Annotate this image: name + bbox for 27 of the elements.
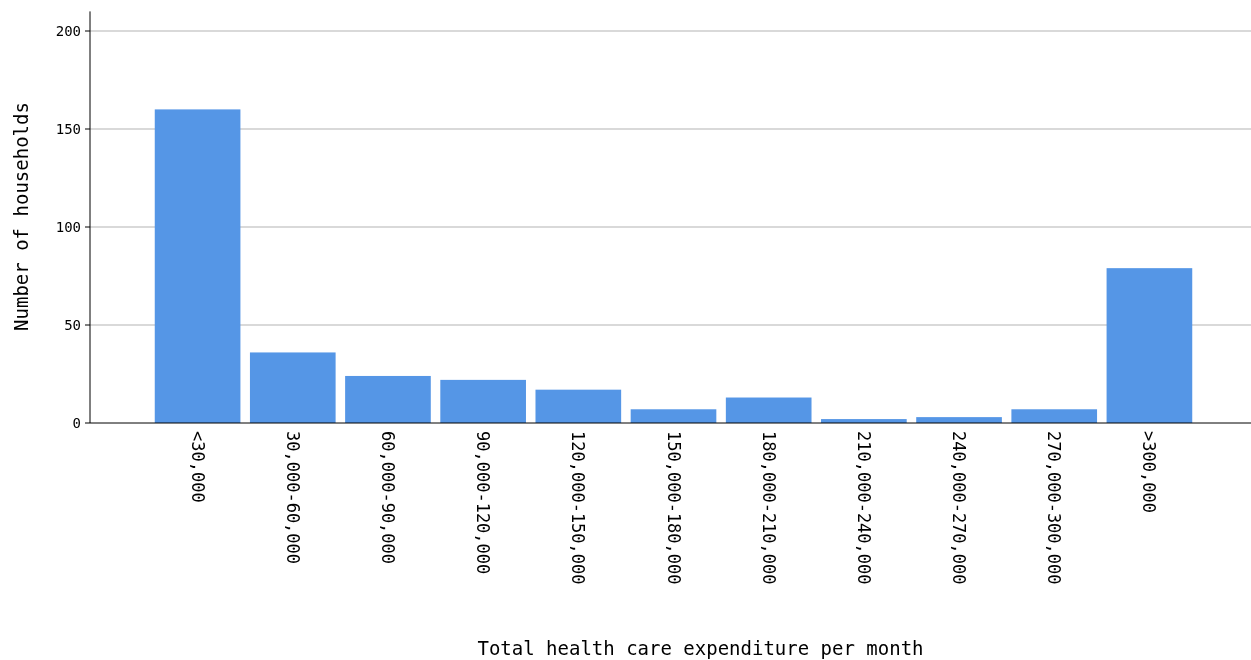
x-tick-label: 180,000-210,000 bbox=[758, 431, 779, 585]
y-tick-label: 200 bbox=[55, 22, 81, 39]
y-axis-title: Number of households bbox=[10, 102, 32, 331]
y-tick-label: 0 bbox=[72, 414, 81, 431]
x-tick-label: 240,000-270,000 bbox=[949, 431, 970, 585]
x-tick-label: <30,000 bbox=[187, 431, 208, 503]
x-tick-label: 120,000-150,000 bbox=[568, 431, 589, 585]
bar bbox=[249, 352, 336, 423]
x-tick-label: 90,000-120,000 bbox=[473, 431, 494, 575]
bar bbox=[725, 397, 812, 423]
bar bbox=[345, 375, 431, 423]
x-tick-label: 270,000-300,000 bbox=[1044, 431, 1065, 585]
bar bbox=[630, 409, 717, 423]
y-tick-label: 150 bbox=[55, 120, 81, 137]
bar bbox=[1011, 409, 1098, 423]
bar bbox=[535, 389, 622, 423]
x-tick-label: 30,000-60,000 bbox=[282, 431, 303, 565]
x-tick-label: 150,000-180,000 bbox=[663, 431, 684, 585]
x-tick-label: 210,000-240,000 bbox=[853, 431, 874, 585]
x-tick-label: 60,000-90,000 bbox=[378, 431, 398, 565]
bar bbox=[154, 109, 241, 423]
x-tick-label: >300,000 bbox=[1139, 431, 1160, 513]
x-axis-title: Total health care expenditure per month bbox=[477, 637, 924, 659]
bar bbox=[1106, 268, 1193, 423]
bar bbox=[440, 379, 526, 423]
y-tick-label: 100 bbox=[55, 218, 81, 235]
y-tick-label: 50 bbox=[64, 316, 81, 333]
